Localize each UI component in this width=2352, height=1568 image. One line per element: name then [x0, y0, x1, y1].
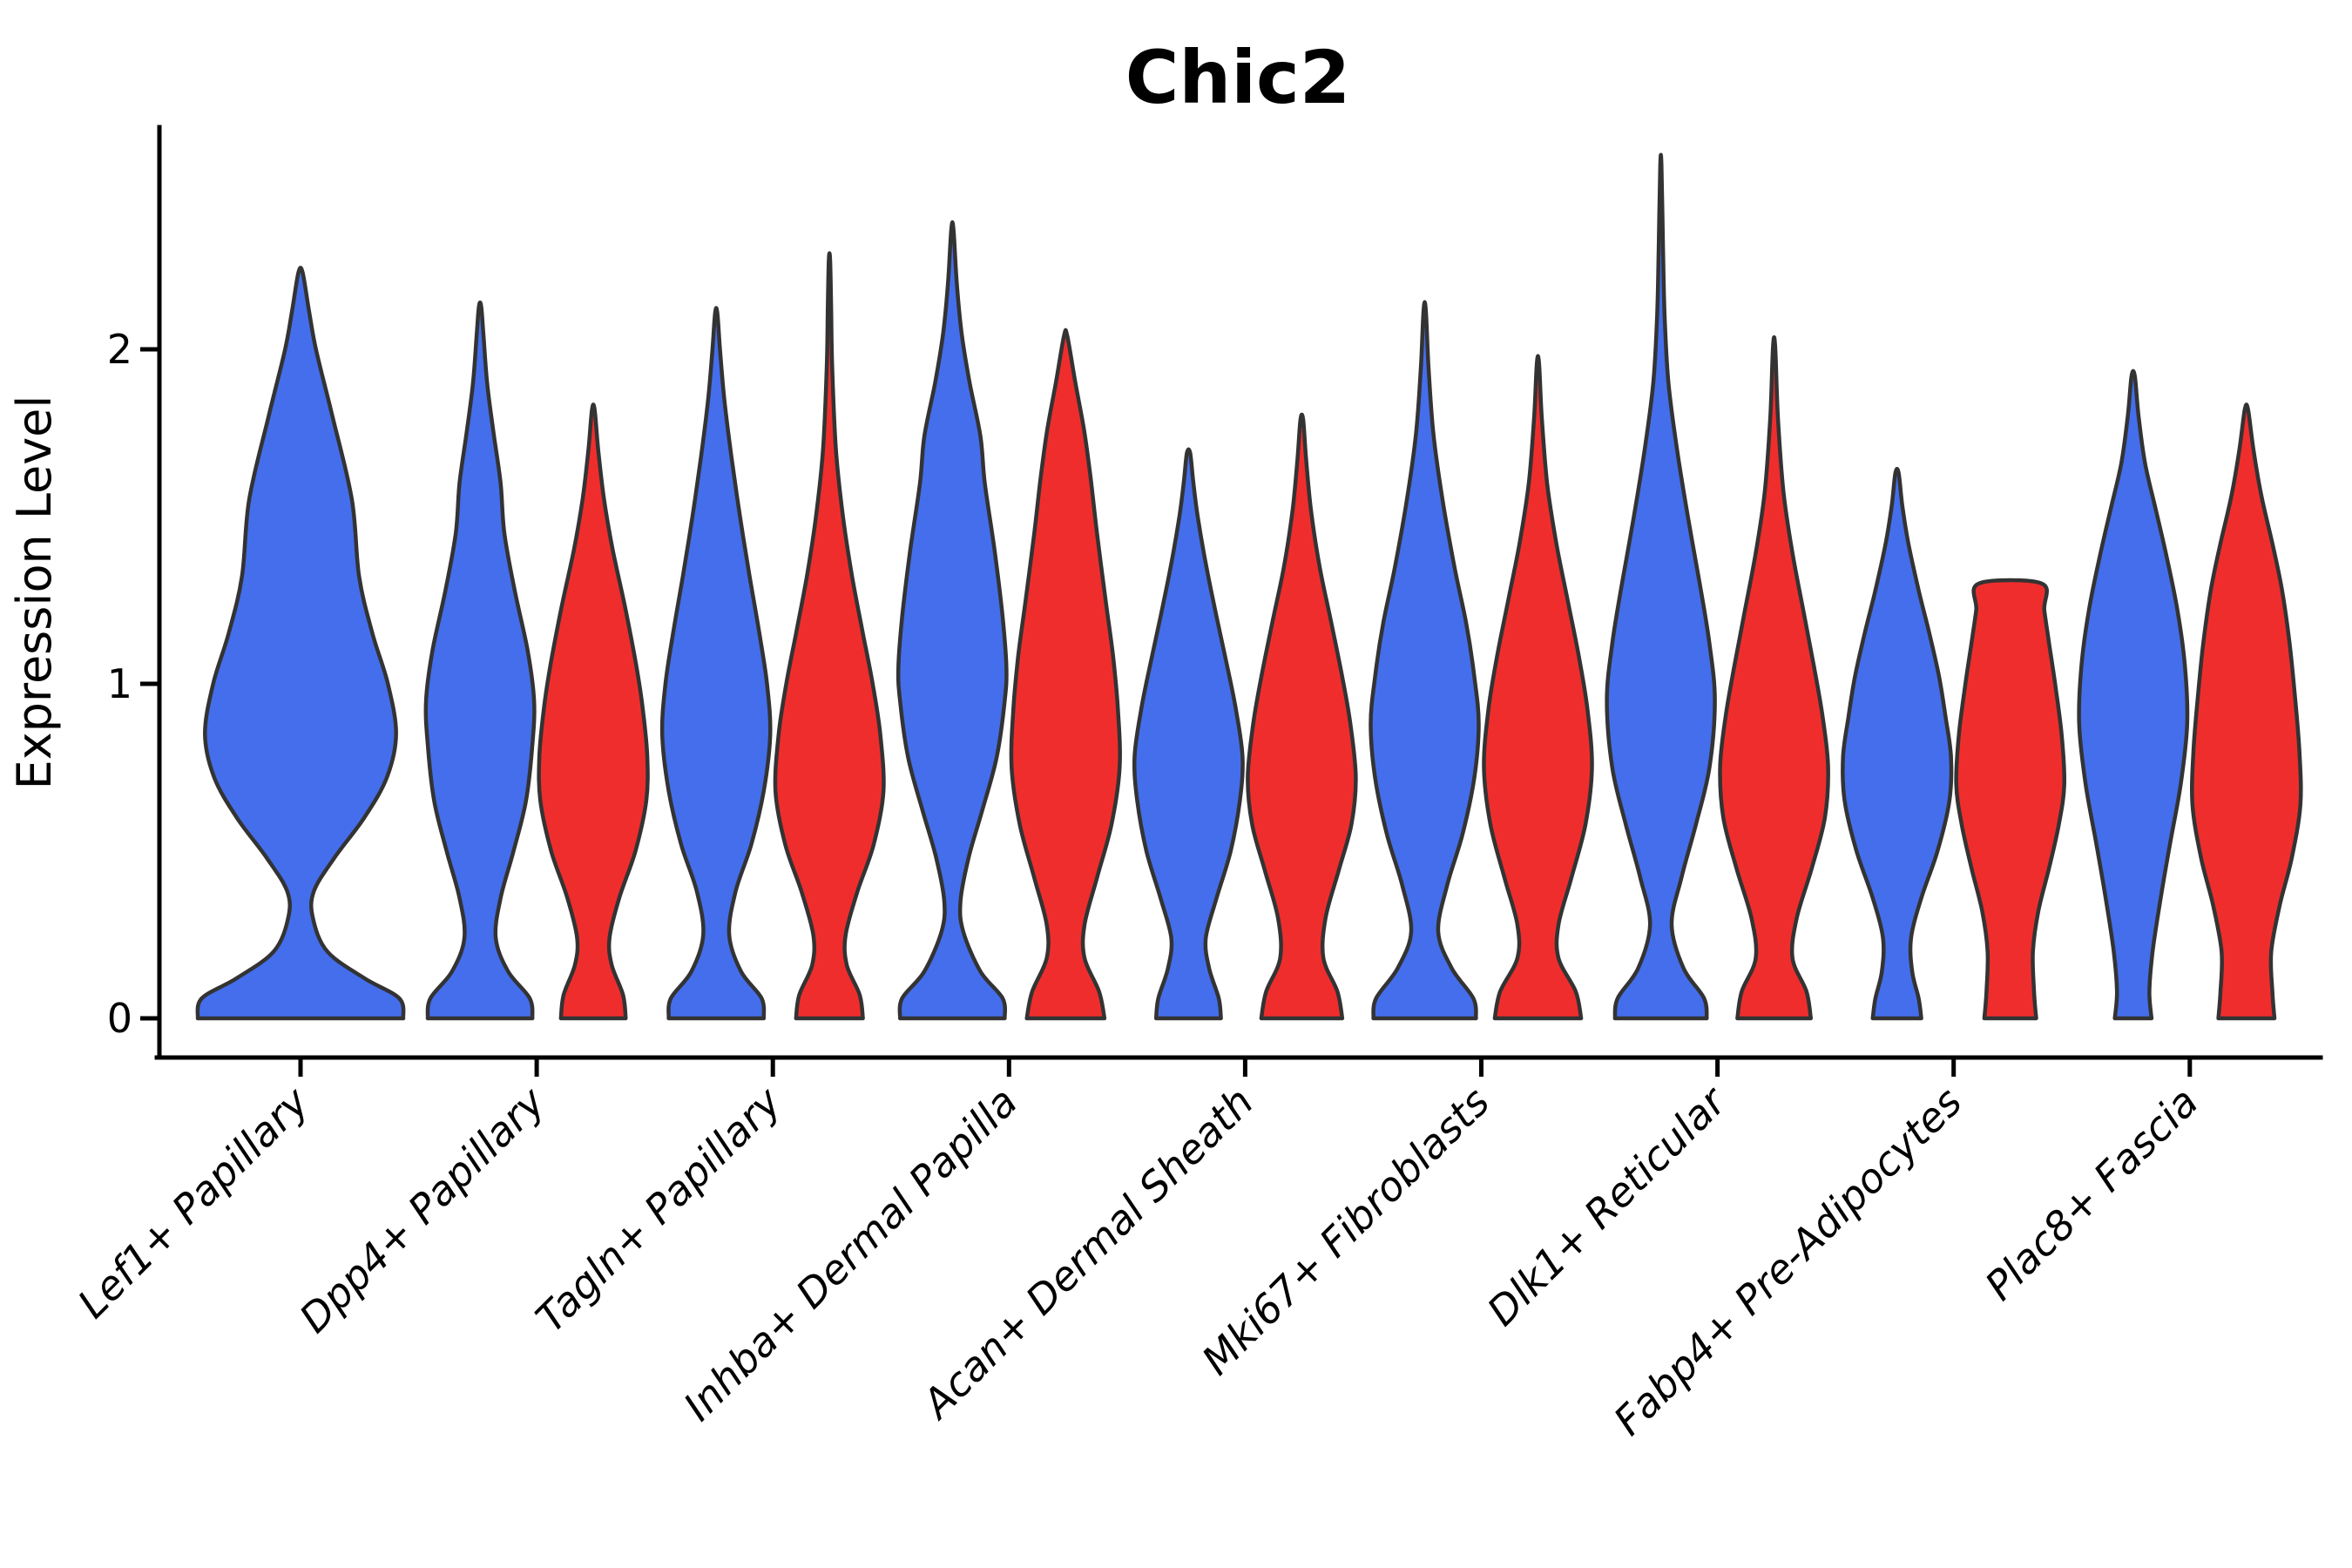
violin-fabp4-pre-adipocytes-blue [1841, 467, 1954, 1021]
y-tick-label-2: 2 [107, 326, 132, 373]
violin-fabp4-pre-adipocytes-red [1954, 578, 2067, 1021]
violin-acan-dermal-sheath-red [1246, 412, 1358, 1021]
violin-tagln-papillary-blue [659, 306, 773, 1021]
y-tick-label-1: 1 [107, 660, 132, 707]
violin-lef1-papillary-blue [195, 266, 406, 1021]
violin-plac8-fascia-red [2190, 402, 2303, 1021]
violins-layer [195, 152, 2303, 1021]
y-axis-label: Expression Level [7, 395, 62, 790]
violin-inhba-dermal-papilla-blue [896, 220, 1009, 1021]
violin-dpp4-papillary-red [537, 402, 650, 1021]
chart-title: Chic2 [1125, 35, 1350, 120]
violin-inhba-dermal-papilla-red [1009, 328, 1122, 1021]
violin-dpp4-papillary-blue [423, 301, 537, 1021]
violin-dlk1-reticular-red [1718, 335, 1830, 1021]
violin-tagln-papillary-red [773, 251, 886, 1021]
violin-dlk1-reticular-blue [1605, 152, 1717, 1021]
x-tick-label-6: Dlk1+ Reticular [1478, 1076, 1737, 1335]
violin-mki67-fibroblasts-red [1482, 354, 1594, 1021]
y-ticks-layer [140, 347, 159, 1021]
violin-mki67-fibroblasts-blue [1369, 300, 1481, 1021]
x-tick-label-2: Tagln+ Papillary [527, 1078, 791, 1342]
x-ticks-layer [298, 1058, 2193, 1077]
violin-acan-dermal-sheath-blue [1132, 447, 1245, 1021]
violin-plac8-fascia-blue [2077, 368, 2190, 1021]
x-tick-label-8: Plac8+ Fascia [1976, 1078, 2207, 1309]
y-tick-label-0: 0 [107, 995, 132, 1042]
x-tick-label-1: Dpp4+ Papillary [290, 1078, 554, 1342]
x-tick-label-0: Lef1+ Papillary [69, 1078, 318, 1327]
